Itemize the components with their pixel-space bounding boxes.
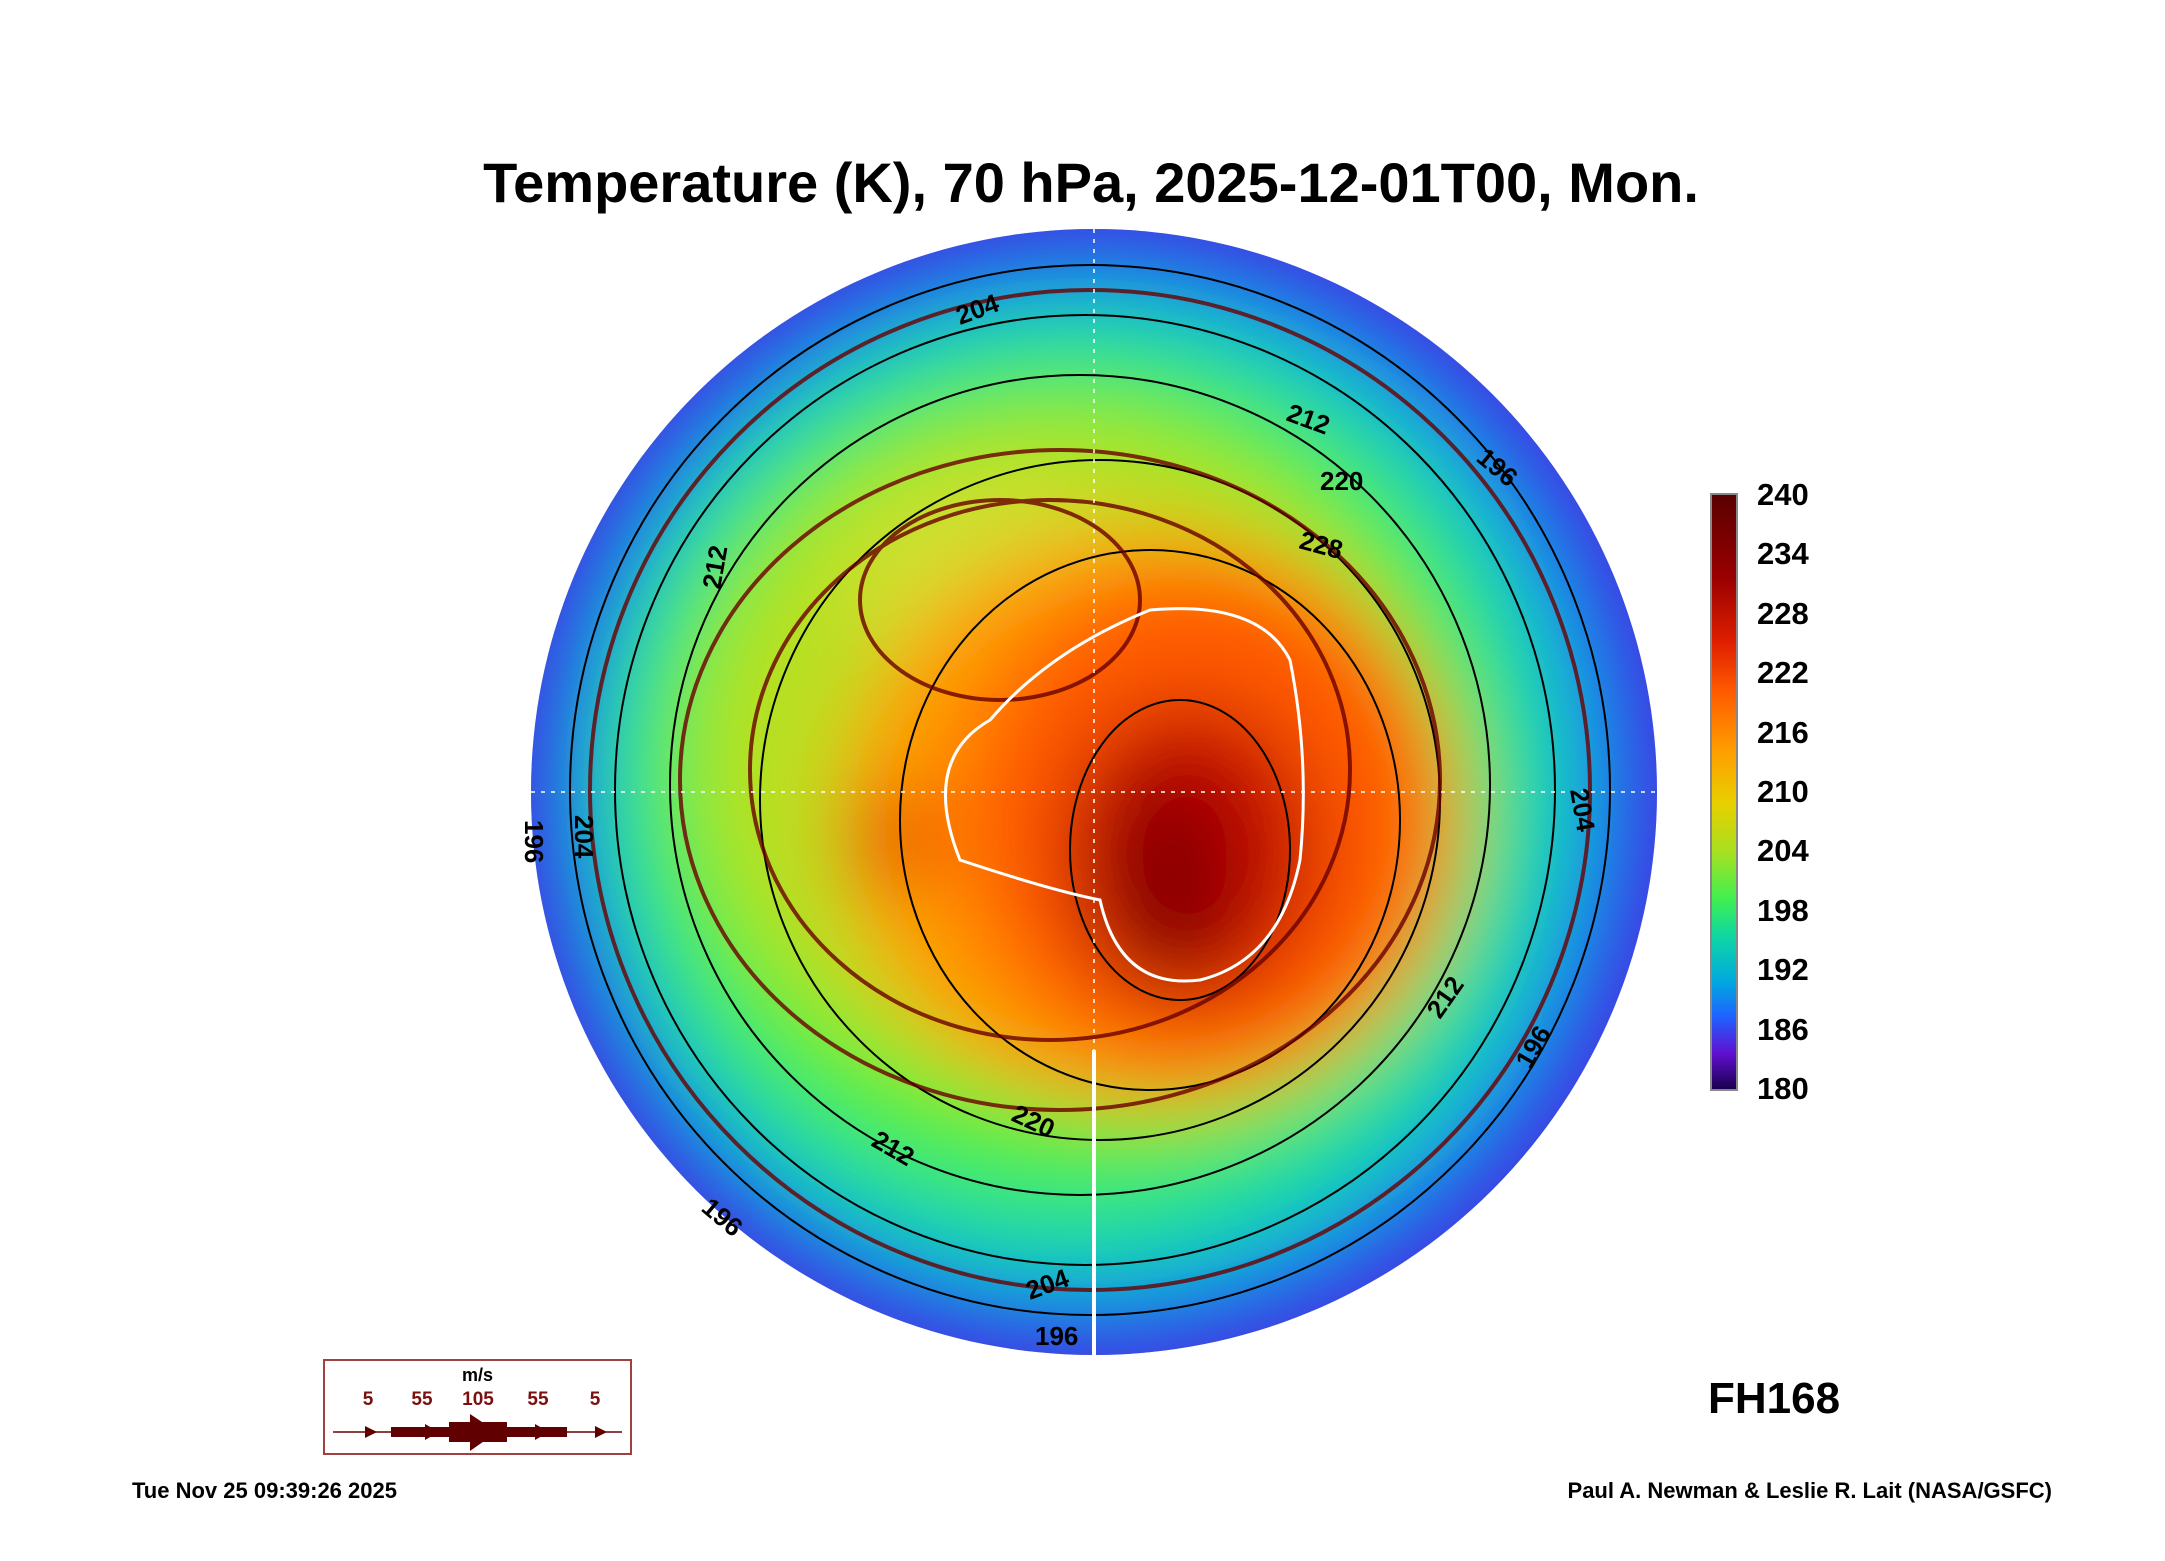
colorbar-tick-label: 180 — [1757, 1071, 1809, 1106]
colorbar-tick-label: 240 — [1757, 477, 1809, 512]
wind-speed-legend: m/s 5 55 105 55 5 — [323, 1359, 632, 1455]
wind-streamlines — [588, 288, 1592, 1292]
colorbar-tick-label: 234 — [1757, 536, 1809, 572]
chart-title: Temperature (K), 70 hPa, 2025-12-01T00, … — [483, 151, 1699, 214]
wind-value: 105 — [462, 1389, 494, 1410]
isotherm-contours — [569, 264, 1611, 1316]
colorbar-tick-label: 228 — [1757, 595, 1809, 631]
wind-unit: m/s — [461, 1365, 494, 1385]
credit: Paul A. Newman & Leslie R. Lait (NASA/GS… — [1567, 1478, 2052, 1503]
wind-value: 5 — [362, 1389, 374, 1410]
generation-date: Tue Nov 25 09:39:26 2025 — [132, 1478, 397, 1503]
colorbar-tick-label: 198 — [1757, 892, 1809, 928]
wind-value: 55 — [527, 1389, 549, 1410]
contour-label: 196 — [519, 820, 549, 863]
wind-arrow-scale — [333, 1414, 622, 1451]
colorbar-tick-label: 210 — [1757, 774, 1809, 809]
contour-label: 196 — [1035, 1321, 1078, 1351]
wind-value: 5 — [589, 1389, 601, 1410]
colorbar-tick-label: 216 — [1757, 714, 1809, 750]
colorbar — [1710, 493, 1738, 1091]
contour-label: 220 — [1320, 466, 1363, 496]
colorbar-tick-label: 222 — [1757, 655, 1809, 691]
colorbar-tick-label: 204 — [1757, 833, 1809, 869]
colorbar-tick-label: 186 — [1757, 1011, 1809, 1047]
wind-value: 55 — [411, 1389, 433, 1410]
colorbar-tick-label: 192 — [1757, 952, 1809, 988]
contour-label: 204 — [569, 815, 599, 859]
forecast-hour: FH168 — [1708, 1374, 1841, 1423]
contour-label: 212 — [696, 543, 733, 591]
antarctica-coastline — [943, 607, 1305, 983]
